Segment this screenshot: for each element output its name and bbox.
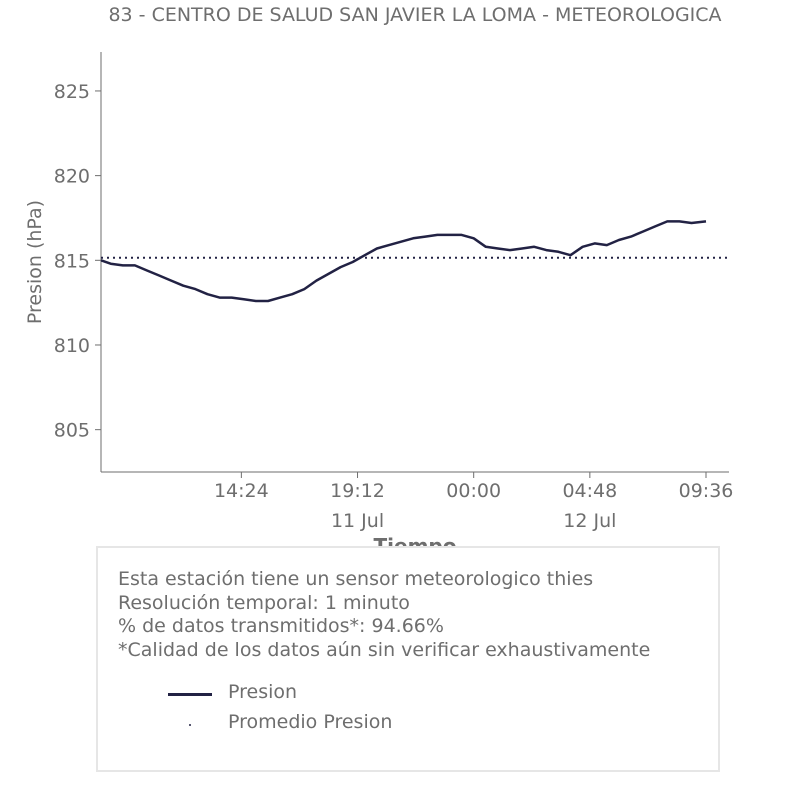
x-tick-label: 09:36 xyxy=(679,480,734,502)
y-tick-label: 825 xyxy=(54,81,90,103)
x-tick-date-label: 12 Jul xyxy=(563,510,616,532)
x-tick-label: 00:00 xyxy=(446,480,501,502)
data-quality-note: *Calidad de los datos aún sin verificar … xyxy=(118,638,651,661)
temporal-resolution-text: Resolución temporal: 1 minuto xyxy=(118,591,410,614)
y-tick-label: 815 xyxy=(54,250,90,272)
y-axis-label: Presion (hPa) xyxy=(24,200,46,324)
y-tick-label: 810 xyxy=(54,335,90,357)
series-line-presion xyxy=(100,220,707,303)
info-lines: Esta estación tiene un sensor meteorolog… xyxy=(118,568,650,662)
info-box: Esta estación tiene un sensor meteorolog… xyxy=(96,546,720,772)
station-sensor-text: Esta estación tiene un sensor meteorolog… xyxy=(118,568,594,590)
legend-swatch-promedio xyxy=(189,724,191,726)
y-tick-label: 820 xyxy=(54,166,90,188)
x-tick-label: 04:48 xyxy=(562,480,617,502)
x-tick-label: 14:24 xyxy=(214,480,269,502)
transmitted-data-text: % de datos transmitidos*: 94.66% xyxy=(118,615,444,637)
x-tick-label: 19:12 xyxy=(330,480,385,502)
x-tick-date-label: 11 Jul xyxy=(331,510,384,532)
chart-title: 83 - CENTRO DE SALUD SAN JAVIER LA LOMA … xyxy=(108,4,721,26)
legend-label-promedio: Promedio Presion xyxy=(228,711,393,733)
legend-swatch-presion xyxy=(168,693,212,696)
y-tick-label: 805 xyxy=(54,420,90,442)
legend-label-presion: Presion xyxy=(228,681,298,703)
